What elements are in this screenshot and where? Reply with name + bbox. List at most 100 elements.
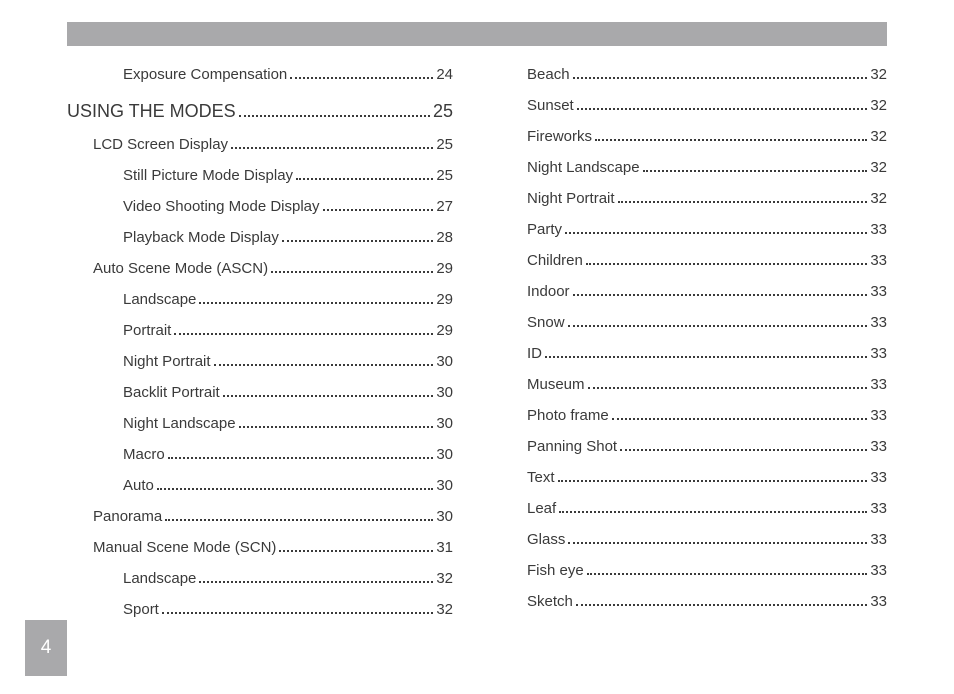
toc-entry-page: 33 [870, 531, 887, 548]
toc-entry[interactable]: Playback Mode Display 28 [67, 223, 453, 252]
toc-leader-dots [199, 581, 433, 583]
toc-entry-page: 33 [870, 283, 887, 300]
toc-entry-label: Portrait [123, 322, 171, 339]
toc-entry-label: Night Portrait [123, 353, 211, 370]
toc-leader-dots [612, 418, 868, 420]
toc-entry[interactable]: Auto 30 [67, 471, 453, 500]
toc-leader-dots [239, 426, 434, 428]
toc-entry[interactable]: Still Picture Mode Display 25 [67, 161, 453, 190]
toc-entry-label: Glass [527, 531, 565, 548]
toc-entry[interactable]: Landscape 29 [67, 285, 453, 314]
toc-entry-label: Panorama [93, 508, 162, 525]
toc-entry[interactable]: Sunset 32 [501, 91, 887, 120]
toc-leader-dots [199, 302, 433, 304]
toc-content: Exposure Compensation 24USING THE MODES … [67, 60, 887, 664]
toc-entry[interactable]: Fireworks 32 [501, 122, 887, 151]
toc-entry[interactable]: Macro 30 [67, 440, 453, 469]
toc-entry[interactable]: Snow 33 [501, 308, 887, 337]
toc-entry-page: 29 [436, 322, 453, 339]
toc-entry-label: Party [527, 221, 562, 238]
toc-entry[interactable]: Exposure Compensation 24 [67, 60, 453, 89]
toc-leader-dots [618, 201, 868, 203]
toc-entry[interactable]: Night Portrait 30 [67, 347, 453, 376]
toc-leader-dots [162, 612, 433, 614]
toc-entry-page: 32 [870, 66, 887, 83]
toc-entry-label: Still Picture Mode Display [123, 167, 293, 184]
toc-entry[interactable]: Photo frame 33 [501, 401, 887, 430]
toc-leader-dots [587, 573, 868, 575]
toc-leader-dots [296, 178, 433, 180]
toc-entry-label: Children [527, 252, 583, 269]
toc-entry[interactable]: Beach 32 [501, 60, 887, 89]
toc-entry-label: Sunset [527, 97, 574, 114]
toc-entry-label: Text [527, 469, 555, 486]
toc-leader-dots [239, 115, 430, 117]
toc-entry[interactable]: Night Landscape 32 [501, 153, 887, 182]
toc-entry-page: 33 [870, 252, 887, 269]
toc-entry[interactable]: Night Portrait 32 [501, 184, 887, 213]
toc-entry-page: 32 [436, 601, 453, 618]
toc-entry[interactable]: Indoor 33 [501, 277, 887, 306]
toc-entry[interactable]: Leaf 33 [501, 494, 887, 523]
toc-leader-dots [595, 139, 867, 141]
toc-entry[interactable]: Fish eye 33 [501, 556, 887, 585]
toc-column-right: Beach 32Sunset 32Fireworks 32Night Lands… [501, 60, 887, 664]
toc-entry[interactable]: Museum 33 [501, 370, 887, 399]
toc-entry[interactable]: Manual Scene Mode (SCN) 31 [67, 533, 453, 562]
toc-entry[interactable]: LCD Screen Display 25 [67, 130, 453, 159]
toc-leader-dots [568, 542, 867, 544]
toc-entry-page: 33 [870, 407, 887, 424]
toc-entry[interactable]: Auto Scene Mode (ASCN) 29 [67, 254, 453, 283]
toc-entry-label: Backlit Portrait [123, 384, 220, 401]
toc-entry[interactable]: Panorama 30 [67, 502, 453, 531]
toc-entry-page: 25 [436, 136, 453, 153]
toc-entry-label: ID [527, 345, 542, 362]
toc-leader-dots [279, 550, 433, 552]
toc-leader-dots [168, 457, 434, 459]
toc-entry-label: Macro [123, 446, 165, 463]
toc-entry-page: 30 [436, 353, 453, 370]
toc-entry-label: Playback Mode Display [123, 229, 279, 246]
toc-leader-dots [290, 77, 433, 79]
toc-entry-label: Snow [527, 314, 565, 331]
toc-entry[interactable]: Video Shooting Mode Display 27 [67, 192, 453, 221]
toc-entry[interactable]: Glass 33 [501, 525, 887, 554]
toc-leader-dots [323, 209, 434, 211]
toc-entry-label: Leaf [527, 500, 556, 517]
toc-entry[interactable]: Portrait 29 [67, 316, 453, 345]
toc-entry-label: USING THE MODES [67, 101, 236, 122]
toc-entry-label: Museum [527, 376, 585, 393]
toc-entry-label: Auto [123, 477, 154, 494]
toc-leader-dots [588, 387, 868, 389]
toc-leader-dots [271, 271, 433, 273]
toc-leader-dots [558, 480, 868, 482]
toc-entry[interactable]: Backlit Portrait 30 [67, 378, 453, 407]
toc-leader-dots [565, 232, 867, 234]
toc-entry[interactable]: Night Landscape 30 [67, 409, 453, 438]
toc-entry[interactable]: Sketch 33 [501, 587, 887, 616]
toc-entry-page: 33 [870, 345, 887, 362]
page-number: 4 [41, 637, 52, 659]
toc-column-left: Exposure Compensation 24USING THE MODES … [67, 60, 453, 664]
toc-entry-label: Fish eye [527, 562, 584, 579]
toc-entry-page: 30 [436, 477, 453, 494]
toc-entry[interactable]: Landscape 32 [67, 564, 453, 593]
toc-entry[interactable]: ID 33 [501, 339, 887, 368]
toc-entry-page: 33 [870, 221, 887, 238]
toc-entry[interactable]: USING THE MODES 25 [67, 91, 453, 128]
toc-entry-page: 29 [436, 260, 453, 277]
toc-entry[interactable]: Party 33 [501, 215, 887, 244]
toc-leader-dots [223, 395, 434, 397]
toc-entry-page: 33 [870, 438, 887, 455]
toc-entry-page: 30 [436, 508, 453, 525]
toc-entry[interactable]: Panning Shot 33 [501, 432, 887, 461]
toc-entry-label: LCD Screen Display [93, 136, 228, 153]
toc-entry[interactable]: Sport 32 [67, 595, 453, 624]
toc-entry-label: Video Shooting Mode Display [123, 198, 320, 215]
toc-entry-page: 33 [870, 314, 887, 331]
toc-entry[interactable]: Text 33 [501, 463, 887, 492]
toc-entry-page: 32 [436, 570, 453, 587]
toc-entry[interactable]: Children 33 [501, 246, 887, 275]
toc-leader-dots [214, 364, 434, 366]
toc-leader-dots [643, 170, 868, 172]
